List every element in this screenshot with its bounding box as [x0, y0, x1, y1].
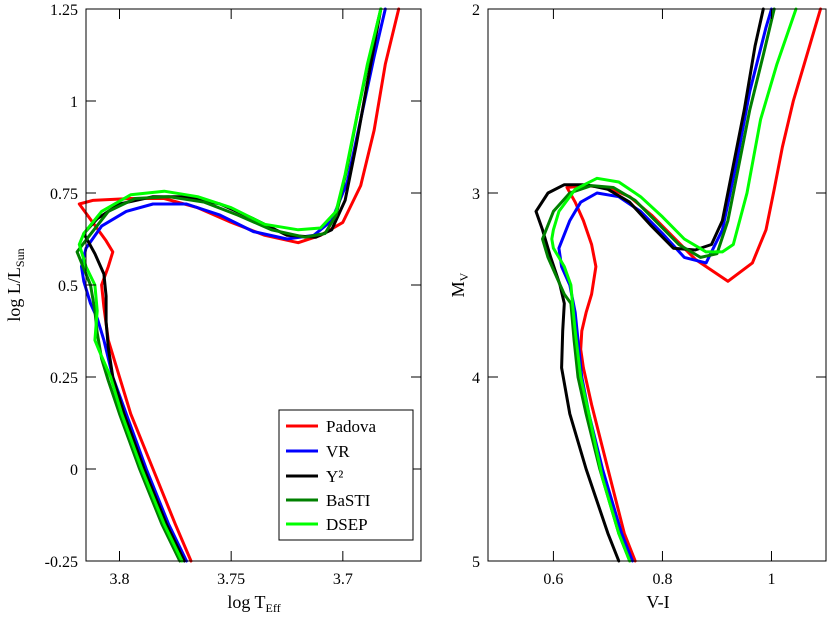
right-ytick-label: 3	[472, 186, 480, 203]
left-ytick-label: 0.5	[58, 278, 78, 295]
right-xtick-label: 0.8	[652, 571, 672, 588]
left-ytick-label: 1	[70, 94, 78, 111]
left-xtick-label: 3.8	[110, 571, 130, 588]
right-series-dsep	[550, 7, 798, 563]
left-ytick-label: 0.75	[50, 186, 78, 203]
left-xtick-label: 3.7	[333, 571, 353, 588]
left-ytick-label: 0	[70, 462, 78, 479]
right-ticks: 0.6 0.8 1 2 3 4 5	[472, 2, 826, 588]
right-xlabel: V-I	[646, 592, 669, 612]
hr-diagram-panel: 3.8 3.75 3.7 -0.25 0 0.25 0.5 0.75 1 1.25 log TEf…	[4, 2, 422, 615]
cmd-panel: 0.6 0.8 1 2 3 4 5 V-I MV	[448, 2, 827, 612]
right-series-y	[534, 7, 765, 563]
left-ylabel: log L/LSun	[4, 248, 27, 321]
left-xlabel: log TEff	[227, 592, 280, 615]
right-ytick-label: 4	[472, 370, 480, 387]
right-series-padova	[565, 7, 822, 563]
left-ytick-label: 1.25	[50, 2, 78, 19]
right-curves	[534, 7, 822, 563]
left-ytick-label: -0.25	[45, 554, 78, 571]
right-ytick-label: 5	[472, 554, 480, 571]
legend-label-dsep: DSEP	[326, 515, 368, 534]
legend: Padova VR Y² BaSTI DSEP	[278, 409, 414, 541]
legend-label-basti: BaSTI	[326, 491, 371, 510]
legend-label-vr: VR	[326, 442, 350, 461]
left-ytick-label: 0.25	[50, 370, 78, 387]
left-series-dsep	[77, 7, 383, 563]
right-ylabel: MV	[448, 272, 471, 297]
right-series-basti	[541, 7, 776, 563]
legend-label-y2: Y²	[326, 467, 343, 486]
left-xtick-label: 3.75	[217, 571, 245, 588]
legend-label-padova: Padova	[326, 417, 377, 436]
right-plot-frame	[487, 8, 827, 562]
right-ytick-label: 2	[472, 2, 480, 19]
right-xtick-label: 1	[767, 571, 775, 588]
right-xtick-label: 0.6	[543, 571, 563, 588]
